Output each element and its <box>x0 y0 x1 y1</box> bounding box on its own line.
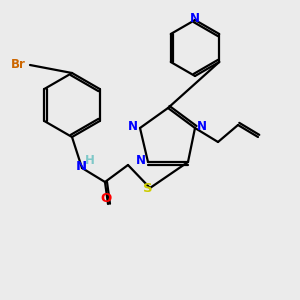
Text: N: N <box>190 13 200 26</box>
Text: Br: Br <box>11 58 26 71</box>
Text: N: N <box>128 119 138 133</box>
Text: N: N <box>136 154 146 166</box>
Text: S: S <box>143 182 153 196</box>
Text: H: H <box>85 154 95 166</box>
Text: N: N <box>197 119 207 133</box>
Text: N: N <box>75 160 87 172</box>
Text: O: O <box>100 191 112 205</box>
